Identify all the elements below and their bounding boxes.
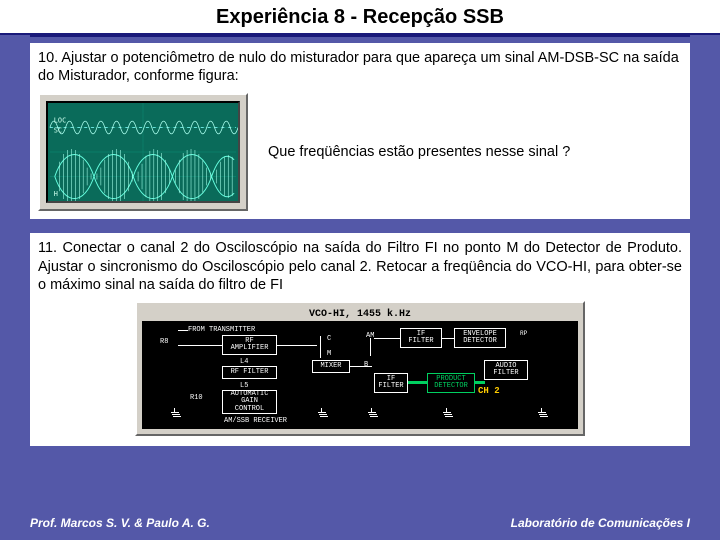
wire (350, 366, 372, 367)
block-if-filter2: IFFILTER (374, 373, 408, 393)
label-rp: RP (520, 330, 527, 337)
block-agc: AUTOMATICGAINCONTROL (222, 390, 277, 414)
block-rf-amp: RFAMPLIFIER (222, 335, 277, 355)
scope-question: Que freqüências estão presentes nesse si… (268, 144, 682, 160)
label-ch2: CH 2 (478, 386, 500, 396)
scope-svg: LOC SC H (48, 103, 238, 201)
ground-icon (317, 408, 327, 416)
title-underline (30, 35, 690, 37)
block-diagram: VCO-HI, 1455 k.Hz FROM TRANSMITTER R8 RF… (135, 301, 585, 436)
footer-right: Laboratório de Comunicações I (511, 516, 690, 530)
wire (374, 338, 400, 339)
ground-icon (537, 408, 547, 416)
block-rf-filter: RF FILTER (222, 366, 277, 379)
wire (320, 336, 321, 358)
diagram-inner: VCO-HI, 1455 k.Hz FROM TRANSMITTER R8 RF… (142, 308, 578, 429)
label-receiver: AM/SSB RECEIVER (224, 417, 287, 425)
green-wire (475, 381, 485, 384)
diagram-header: VCO-HI, 1455 k.Hz (142, 308, 578, 322)
wire (442, 338, 454, 339)
block-product-detector: PRODUCTDETECTOR (427, 373, 475, 393)
scope-screen: LOC SC H (46, 101, 240, 203)
green-wire (408, 381, 428, 384)
label-b: B (364, 361, 368, 369)
diagram-wrap: VCO-HI, 1455 k.Hz FROM TRANSMITTER R8 RF… (38, 301, 682, 436)
step-10-block: 10. Ajustar o potenciômetro de nulo do m… (30, 43, 690, 219)
page-title: Experiência 8 - Recepção SSB (216, 6, 504, 28)
label-c: C (327, 335, 331, 343)
wire (370, 338, 371, 356)
title-bar: Experiência 8 - Recepção SSB (0, 0, 720, 35)
block-audio-filter: AUDIOFILTER (484, 360, 528, 380)
ground-icon (170, 408, 180, 416)
label-from-tx: FROM TRANSMITTER (188, 326, 255, 334)
label-l4: L4 (240, 358, 248, 366)
scope-row: LOC SC H Que freqüências estão presentes… (38, 93, 682, 211)
ground-icon (442, 408, 452, 416)
step-11-text: 11. Conectar o canal 2 do Osciloscópio n… (38, 239, 682, 295)
label-r8: R8 (160, 338, 168, 346)
scope-label-h: H (54, 190, 58, 198)
wire (178, 345, 222, 346)
step-11-block: 11. Conectar o canal 2 do Osciloscópio n… (30, 233, 690, 446)
footer-left: Prof. Marcos S. V. & Paulo A. G. (30, 516, 210, 530)
wire (277, 345, 317, 346)
label-l5: L5 (240, 382, 248, 390)
block-mixer: MIXER (312, 360, 350, 373)
scope-label-sc: SC (54, 127, 62, 135)
label-r10: R10 (190, 394, 203, 402)
scope-label-loc: LOC (54, 117, 66, 125)
ground-icon (367, 408, 377, 416)
step-10-text: 10. Ajustar o potenciômetro de nulo do m… (38, 49, 682, 85)
label-m: M (327, 350, 331, 358)
block-env-detector: ENVELOPEDETECTOR (454, 328, 506, 348)
block-if-filter: IFFILTER (400, 328, 442, 348)
oscilloscope: LOC SC H (38, 93, 248, 211)
wire (178, 330, 188, 331)
footer: Prof. Marcos S. V. & Paulo A. G. Laborat… (0, 516, 720, 530)
